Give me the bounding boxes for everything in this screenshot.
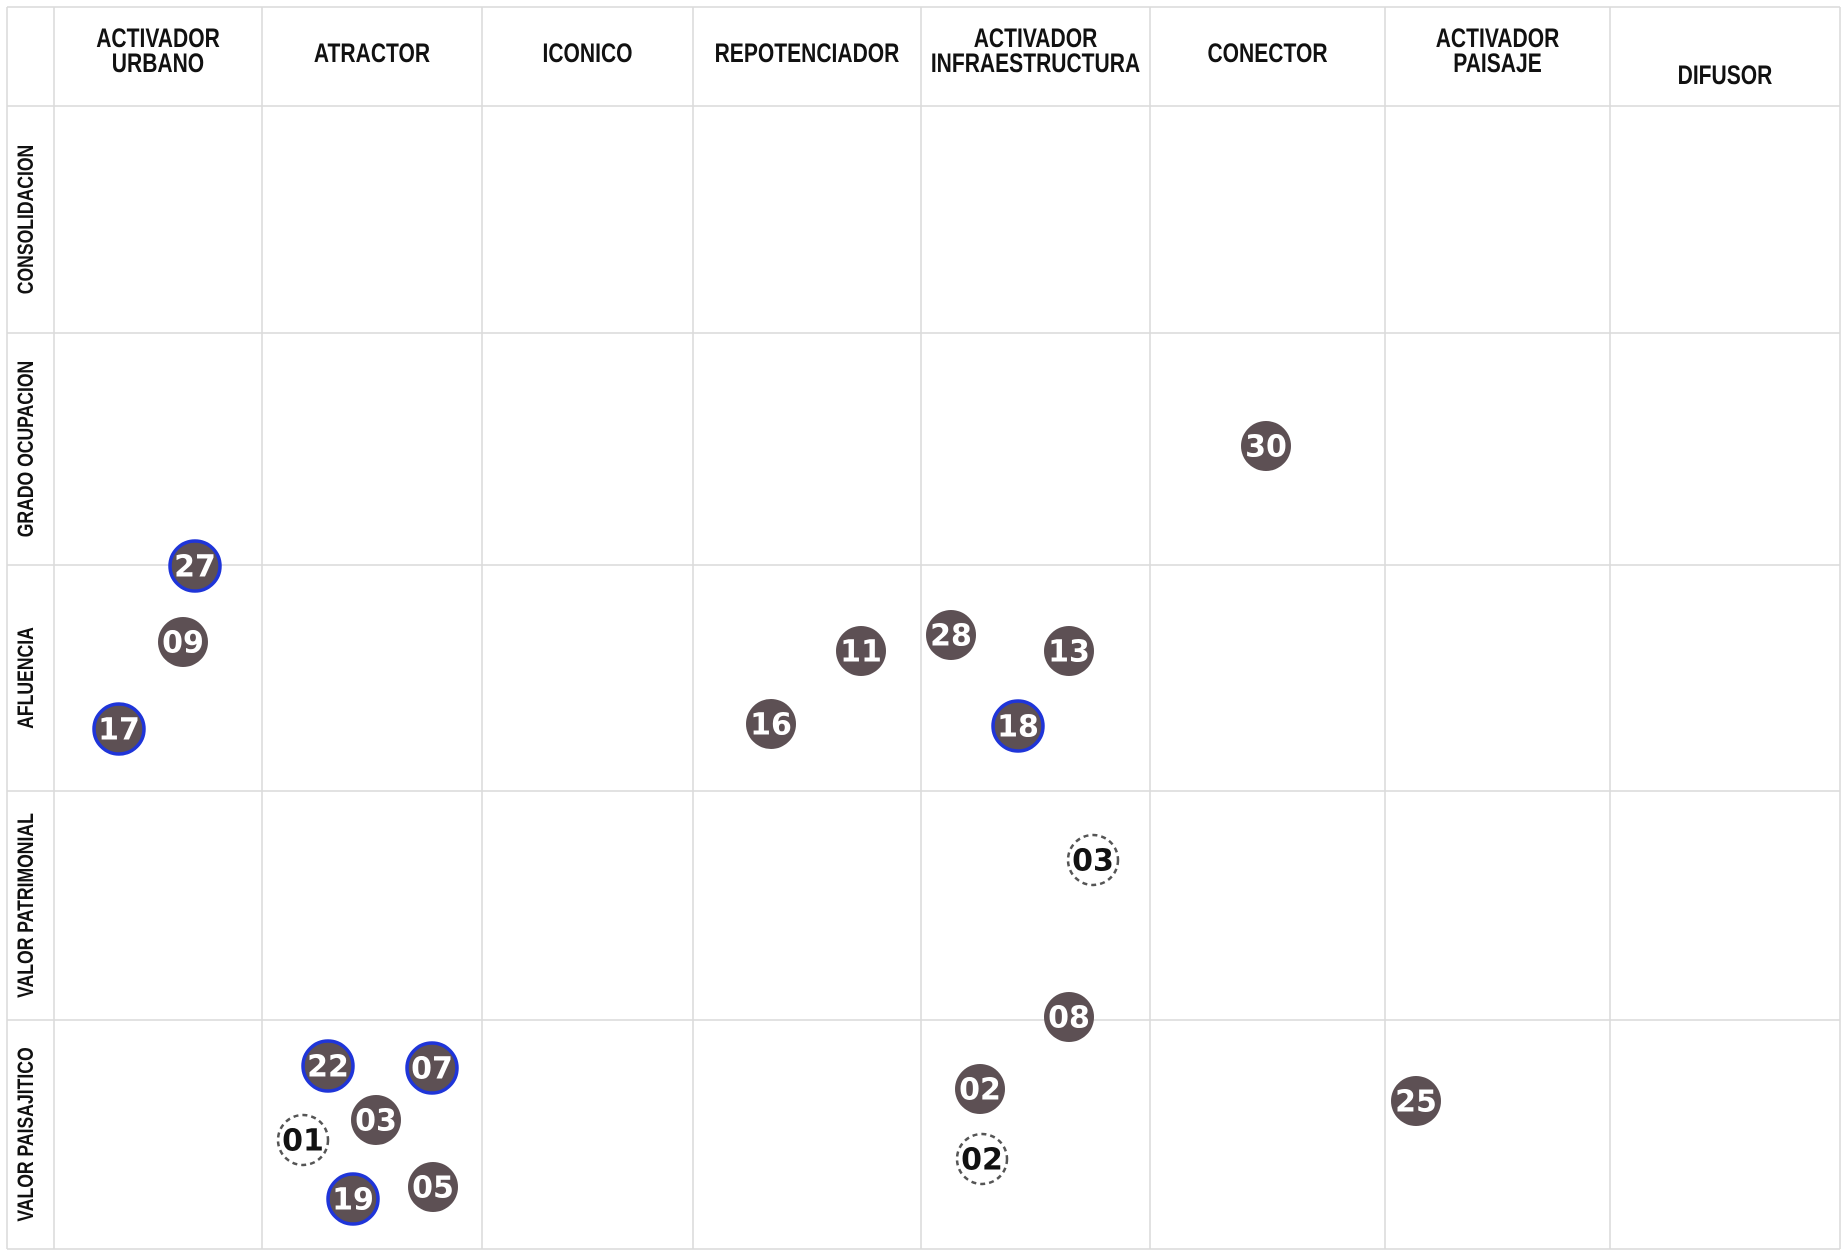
marker-label: 28	[930, 619, 972, 654]
row-header-label: VALOR PATRIMONIAL	[14, 813, 38, 998]
marker-circle	[92, 702, 146, 756]
marker-label: 22	[307, 1050, 349, 1085]
marker-circle	[301, 1039, 355, 1093]
marker-label: 03	[1072, 844, 1114, 879]
marker-circle	[955, 1132, 1009, 1186]
marker-label: 09	[162, 626, 204, 661]
marker-circle	[955, 1064, 1005, 1114]
marker-28-solid: 28	[926, 610, 976, 660]
marker-label: 17	[98, 713, 140, 748]
marker-circle	[276, 1113, 330, 1167]
marker-circle	[326, 1172, 380, 1226]
marker-circle	[991, 699, 1045, 753]
marker-circle	[1066, 833, 1120, 887]
marker-19-highlight: 19	[326, 1172, 380, 1226]
marker-label: 16	[750, 708, 792, 743]
marker-label: 08	[1048, 1001, 1090, 1036]
marker-22-highlight: 22	[301, 1039, 355, 1093]
marker-label: 25	[1395, 1085, 1437, 1120]
marker-11-solid: 11	[836, 626, 886, 676]
marker-08-solid: 08	[1044, 992, 1094, 1042]
marker-circle	[1391, 1076, 1441, 1126]
marker-label: 11	[840, 635, 882, 670]
marker-circle	[405, 1041, 459, 1095]
marker-label: 07	[411, 1052, 453, 1087]
marker-13-solid: 13	[1044, 626, 1094, 676]
marker-03-dashed: 03	[1066, 833, 1120, 887]
column-header-label: DIFUSOR	[1678, 61, 1773, 91]
marker-label: 18	[997, 710, 1039, 745]
marker-circle	[746, 699, 796, 749]
marker-18-highlight: 18	[991, 699, 1045, 753]
matrix-grid	[6, 6, 1841, 1250]
marker-label: 05	[412, 1171, 454, 1206]
marker-circle	[1241, 421, 1291, 471]
marker-16-solid: 16	[746, 699, 796, 749]
column-header-label: REPOTENCIADOR	[715, 39, 900, 69]
marker-02-solid: 02	[955, 1064, 1005, 1114]
marker-label: 03	[355, 1104, 397, 1139]
marker-circle	[1044, 626, 1094, 676]
column-header-label: INFRAESTRUCTURA	[931, 49, 1140, 79]
column-header-label: PAISAJE	[1453, 49, 1542, 79]
marker-circle	[1044, 992, 1094, 1042]
row-header-label: VALOR PAISAJITICO	[14, 1047, 38, 1221]
marker-label: 13	[1048, 635, 1090, 670]
marker-circle	[926, 610, 976, 660]
row-header-label: GRADO OCUPACION	[14, 361, 38, 538]
column-header-label: ACTIVADOR	[974, 24, 1098, 54]
column-header-label: ICONICO	[542, 39, 632, 69]
column-header-label: ATRACTOR	[314, 39, 430, 69]
marker-circle	[836, 626, 886, 676]
marker-circle	[408, 1162, 458, 1212]
marker-label: 01	[282, 1124, 324, 1159]
marker-circle	[168, 539, 222, 593]
marker-label: 19	[332, 1183, 374, 1218]
column-header-label: ACTIVADOR	[96, 24, 220, 54]
column-header-label: ACTIVADOR	[1436, 24, 1560, 54]
marker-label: 02	[961, 1143, 1003, 1178]
marker-27-highlight: 27	[168, 539, 222, 593]
column-header-label: CONECTOR	[1207, 39, 1327, 69]
marker-label: 30	[1245, 430, 1287, 465]
marker-circle	[158, 617, 208, 667]
marker-07-highlight: 07	[405, 1041, 459, 1095]
marker-01-dashed: 01	[276, 1113, 330, 1167]
marker-05-solid: 05	[408, 1162, 458, 1212]
marker-30-solid: 30	[1241, 421, 1291, 471]
marker-17-highlight: 17	[92, 702, 146, 756]
column-header-label: URBANO	[112, 49, 204, 79]
marker-label: 27	[174, 550, 216, 585]
marker-02-dashed: 02	[955, 1132, 1009, 1186]
row-header-label: AFLUENCIA	[14, 627, 38, 729]
row-headers: CONSOLIDACION GRADO OCUPACION AFLUENCIA VAL…	[14, 145, 38, 1222]
marker-03-solid: 03	[351, 1095, 401, 1145]
marker-09-solid: 09	[158, 617, 208, 667]
marker-circle	[351, 1095, 401, 1145]
marker-25-solid: 25	[1391, 1076, 1441, 1126]
marker-label: 02	[959, 1073, 1001, 1108]
row-header-label: CONSOLIDACION	[14, 145, 38, 294]
